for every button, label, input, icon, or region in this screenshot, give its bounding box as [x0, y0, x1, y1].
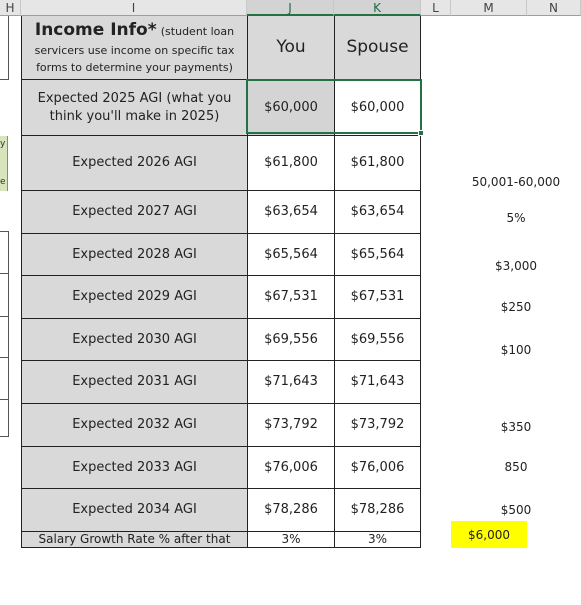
- you-value-cell[interactable]: $78,286: [248, 489, 334, 531]
- spouse-value-cell[interactable]: $61,800: [335, 136, 420, 190]
- spouse-value-cell[interactable]: $60,000: [335, 80, 420, 135]
- row-label[interactable]: Expected 2032 AGI: [22, 404, 247, 446]
- column-header-i[interactable]: I: [21, 0, 247, 16]
- you-value-cell[interactable]: $65,564: [248, 234, 334, 275]
- income-info-note: servicers use income on specific tax form…: [34, 43, 235, 74]
- you-value-cell[interactable]: $73,792: [248, 404, 334, 446]
- column-header-n[interactable]: N: [527, 0, 581, 16]
- fill-handle[interactable]: [418, 130, 424, 136]
- income-info-header[interactable]: Income Info* (student loan servicers use…: [22, 16, 247, 79]
- spouse-value-cell[interactable]: $67,531: [335, 276, 420, 318]
- column-spouse-header[interactable]: Spouse: [335, 16, 420, 79]
- row-label[interactable]: Expected 2027 AGI: [22, 191, 247, 233]
- row-label[interactable]: Expected 2030 AGI: [22, 319, 247, 360]
- row-label[interactable]: Salary Growth Rate % after that: [22, 532, 247, 547]
- you-value-cell[interactable]: $61,800: [248, 136, 334, 190]
- column-m-value[interactable]: 850: [504, 460, 528, 474]
- column-h-cell[interactable]: [0, 16, 9, 80]
- column-header-j[interactable]: J: [247, 0, 334, 16]
- column-you-header[interactable]: You: [248, 16, 334, 79]
- cell-selection: [246, 79, 422, 134]
- spouse-value-cell[interactable]: $78,286: [335, 489, 420, 531]
- column-m-value[interactable]: 50,001-60,000: [471, 175, 561, 189]
- you-value-cell[interactable]: $60,000: [248, 80, 334, 135]
- column-m-value[interactable]: $100: [500, 343, 532, 357]
- spouse-value-cell[interactable]: $76,006: [335, 447, 420, 488]
- column-m-value[interactable]: $3,000: [495, 259, 537, 273]
- spouse-value-cell[interactable]: $71,643: [335, 361, 420, 403]
- spouse-value-cell[interactable]: $69,556: [335, 319, 420, 360]
- column-h-bordered-cells[interactable]: [0, 231, 9, 437]
- income-info-title: Income Info*: [34, 20, 157, 41]
- column-header-l[interactable]: L: [421, 0, 451, 16]
- column-m-value[interactable]: $500: [500, 503, 532, 517]
- you-value-cell[interactable]: $67,531: [248, 276, 334, 318]
- you-value-cell[interactable]: $63,654: [248, 191, 334, 233]
- row-label[interactable]: Expected 2034 AGI: [22, 489, 247, 531]
- income-table: Income Info* (student loan servicers use…: [21, 16, 421, 548]
- highlighted-total-cell[interactable]: $6,000: [451, 521, 527, 548]
- row-label[interactable]: Expected 2026 AGI: [22, 136, 247, 190]
- row-label[interactable]: Expected 2025 AGI (what you think you'll…: [22, 80, 247, 135]
- column-m-value[interactable]: $250: [500, 300, 532, 314]
- row-label[interactable]: Expected 2033 AGI: [22, 447, 247, 488]
- spouse-value-cell[interactable]: $73,792: [335, 404, 420, 446]
- column-h-green-cell[interactable]: [0, 136, 8, 191]
- row-label[interactable]: Expected 2028 AGI: [22, 234, 247, 275]
- row-label[interactable]: Expected 2031 AGI: [22, 361, 247, 403]
- you-value-cell[interactable]: 3%: [248, 532, 334, 547]
- you-value-cell[interactable]: $76,006: [248, 447, 334, 488]
- column-header-k[interactable]: K: [334, 0, 421, 16]
- column-m-value[interactable]: 5%: [506, 211, 526, 225]
- spouse-value-cell[interactable]: $63,654: [335, 191, 420, 233]
- you-value-cell[interactable]: $69,556: [248, 319, 334, 360]
- income-info-note-start: (student loan: [160, 25, 235, 39]
- column-header-m[interactable]: M: [451, 0, 527, 16]
- spouse-value-cell[interactable]: 3%: [335, 532, 420, 547]
- truncated-text-fragment: y: [0, 139, 6, 149]
- truncated-text-fragment: e: [0, 177, 6, 187]
- row-label[interactable]: Expected 2029 AGI: [22, 276, 247, 318]
- you-value-cell[interactable]: $71,643: [248, 361, 334, 403]
- column-m-value[interactable]: $350: [500, 420, 532, 434]
- column-header-h[interactable]: H: [0, 0, 21, 16]
- spouse-value-cell[interactable]: $65,564: [335, 234, 420, 275]
